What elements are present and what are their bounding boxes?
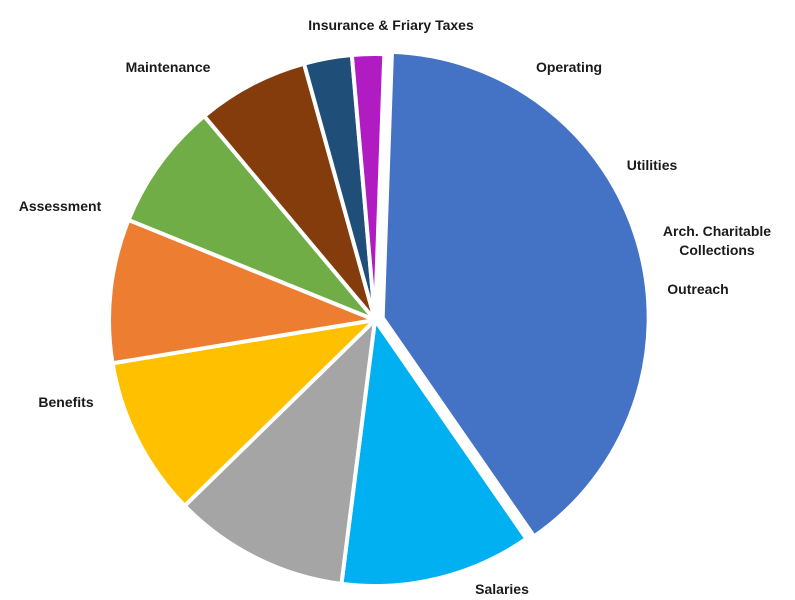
slice-label-line: Outreach — [667, 281, 728, 297]
pie-slice-outreach — [349, 52, 387, 322]
slice-label-utilities: Utilities — [627, 157, 678, 173]
pie-slice-operating — [126, 114, 377, 322]
pie-slice-maintenance — [110, 318, 377, 508]
slice-label-line: Benefits — [38, 394, 93, 410]
slice-label-line: Operating — [536, 59, 602, 75]
slice-label-line: Assessment — [19, 198, 102, 214]
slice-label-line: Collections — [679, 242, 755, 258]
slice-label-arch-charitable-collections: Arch. Charitable Collections — [663, 223, 771, 258]
pie-slice-insurance-and-friary-taxes — [107, 217, 377, 366]
slice-label-assessment: Assessment — [19, 198, 102, 214]
slice-label-maintenance: Maintenance — [126, 59, 211, 75]
pie-labels: Salaries Benefits Assessment Maintenance Ins… — [19, 17, 772, 597]
pie-slice-benefits — [339, 318, 529, 588]
slice-label-benefits: Benefits — [38, 394, 93, 410]
slice-label-line: Insurance & Friary Taxes — [308, 17, 474, 33]
slice-label-line: Maintenance — [126, 59, 211, 75]
slice-label-operating: Operating — [536, 59, 602, 75]
slice-label-salaries: Salaries — [475, 581, 529, 597]
pie-slice-utilities — [202, 61, 377, 322]
slice-label-line: Utilities — [627, 157, 678, 173]
slice-label-outreach: Outreach — [667, 281, 728, 297]
slice-label-insurance-and-friary-taxes: Insurance & Friary Taxes — [308, 17, 474, 33]
pie-slice-assessment — [182, 318, 377, 586]
pie-slice-salaries — [380, 49, 651, 539]
slice-label-line: Salaries — [475, 581, 529, 597]
pie-slices — [107, 49, 651, 588]
slice-label-line: Arch. Charitable — [663, 223, 771, 239]
